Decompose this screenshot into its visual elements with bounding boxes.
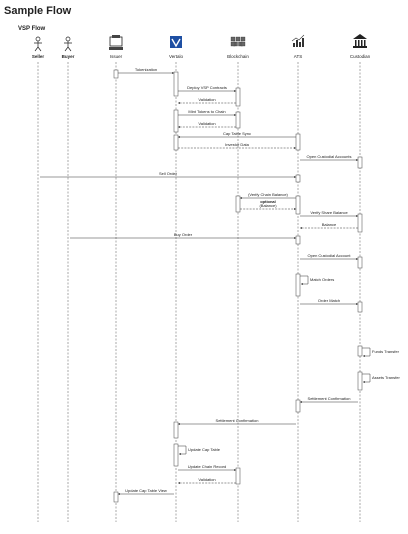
activation [235,195,241,213]
head [35,36,41,42]
chart-bar [296,40,298,47]
activation [357,301,363,313]
message-label: Validation [198,121,215,126]
participant-name: Issuer [110,54,123,59]
message-label: Open Custodial Account [308,253,352,258]
activation [295,195,301,215]
message-label: Funds Transfer [372,349,400,354]
issuer-icon [109,36,123,47]
activation [295,174,301,183]
activation [357,156,363,169]
issuer-icon-top [112,35,120,38]
activation [173,421,179,439]
message-label: Buy Order [174,232,193,237]
message-label: Deploy VSP Contracts [187,85,227,90]
participant-name: Custodian [350,54,371,59]
message-label: Investor Data [225,142,250,147]
chart-bar [302,38,304,47]
chart-line [291,34,305,42]
note: optional [260,199,276,204]
participant-name: ATS [294,54,302,59]
block [230,36,236,42]
message-label: Validation [198,477,215,482]
vertalo-v [171,38,181,48]
activation [295,273,301,297]
chart-bar [299,42,301,47]
activation [295,133,301,151]
participant-icon [230,36,246,47]
participant-name: Vertalo [169,54,184,59]
participant-icon [353,34,367,48]
bank-column [355,40,357,46]
activation [235,467,241,485]
participant-icon [109,35,123,50]
body [64,41,72,52]
block [240,36,246,42]
activation [357,345,363,357]
activation [295,399,301,413]
subtitle: VSP Flow [18,26,46,32]
vertalo-logo [170,36,182,48]
participant-icon [64,36,72,52]
message-label: Settlement Confirmation [216,418,259,423]
message-label: (Verify Chain Balance) [248,192,288,197]
head [65,36,71,42]
participant-icon [291,34,305,47]
title: Sample Flow [4,5,72,17]
activation [173,109,179,133]
message-label: Verify Share Balance [310,210,348,215]
message-label: (Balance) [259,203,277,208]
participant-name: Buyer [62,54,75,59]
message-label: Tokenization [135,67,157,72]
participant-name: Blockchain [227,54,249,59]
message-label: Match Orders [310,277,334,282]
participant-icon [34,36,42,52]
bank-column [358,40,360,46]
message-label: Balance [322,222,337,227]
activation [113,491,119,503]
bank-base [353,46,367,48]
activation [357,371,363,391]
message-label: Cap Table Sync [223,131,251,136]
message-label: Update Cap Table View [125,488,167,493]
activation [235,87,241,107]
message-label: Sell Order [159,171,178,176]
message-label: Assets Transfer [372,375,400,380]
message-label: Mint Tokens to Chain [188,109,225,114]
activation [295,235,301,245]
body [34,41,42,52]
bank-column [364,40,366,46]
self-message [300,275,309,285]
self-message [178,445,187,455]
activation [357,256,363,269]
message-label: Open Custodial Accounts [307,154,352,159]
activation [173,71,179,97]
bank-roof [353,34,367,39]
block [240,41,246,47]
message-label: Validation [198,97,215,102]
chart-bar [293,43,295,47]
activation [173,134,179,151]
activation [357,213,363,233]
activation [113,69,119,79]
message-label: Update Chain Record [188,464,226,469]
self-message [362,347,371,357]
message-label: Settlement Confirmation [308,396,351,401]
message-label: Update Cap Table [188,447,221,452]
activation [235,111,241,129]
message-label: Order Match [318,298,340,303]
participant-name: Seller [32,54,45,59]
self-message [362,373,371,383]
block [230,41,236,47]
participant-icon [170,36,182,48]
issuer-icon-base [109,47,123,50]
bank-column [361,40,363,46]
block [235,36,241,42]
activation [173,443,179,467]
